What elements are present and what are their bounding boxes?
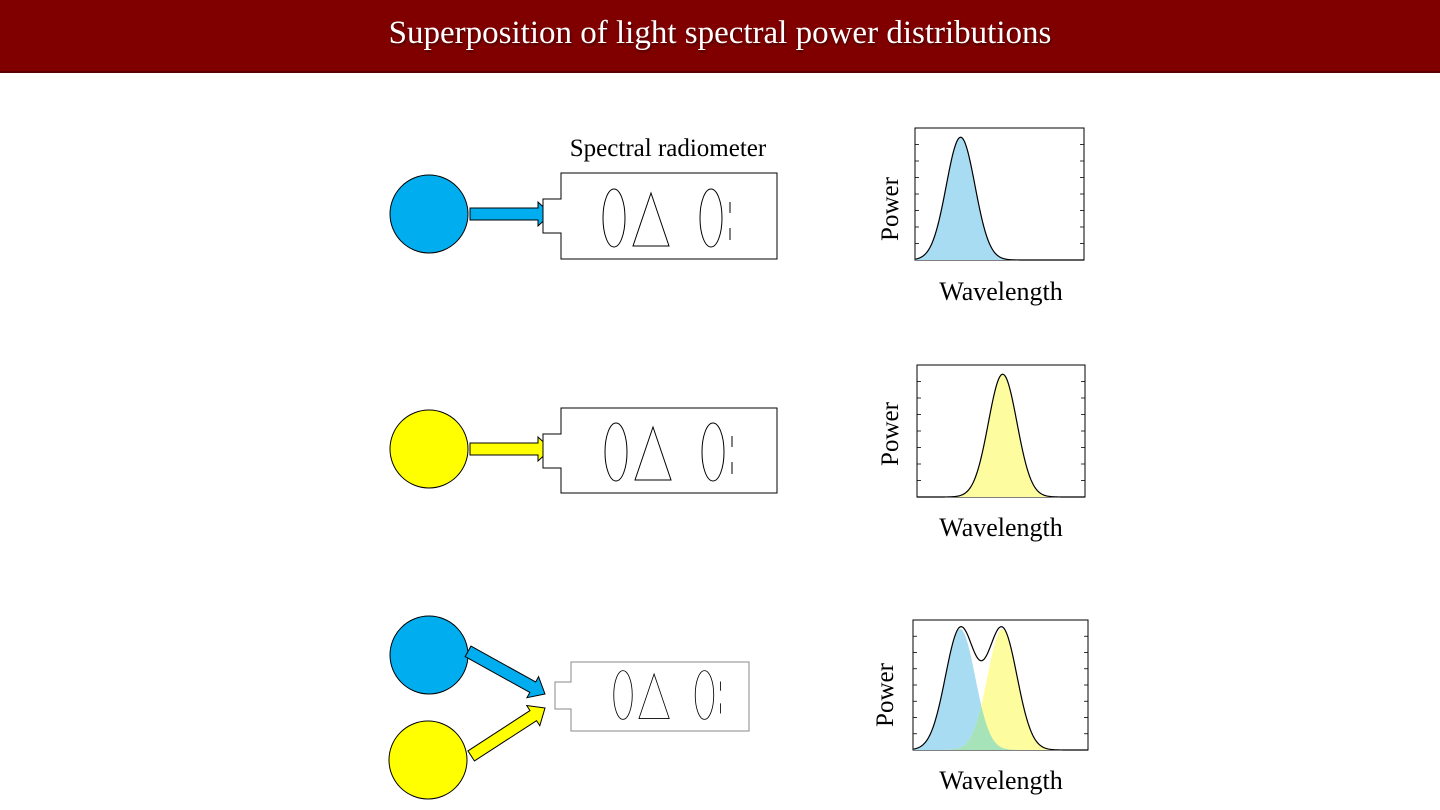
light-source-blue [389,174,469,254]
arrow-yellow [469,435,552,463]
spectrum-chart-yellow: Power Wavelength [877,364,1086,542]
spectrum-curve [914,136,1084,261]
chart-xlabel: Wavelength [939,513,1063,542]
spectrum-area-yellow [917,374,1085,497]
light-source-blue [389,615,469,695]
chart-ylabel: Power [877,176,904,241]
arrow-yellow [467,704,546,762]
instrument-label: Spectral radiometer [570,135,767,162]
spectrum-area-yellow [913,629,1088,750]
light-source-yellow [389,409,469,489]
spectral-radiometer [542,172,778,260]
spectrum-curve [917,373,1085,498]
arrow-blue [469,200,552,228]
spectrum-area-blue [915,137,1084,260]
spectrum-chart-combined: Power Wavelength [872,619,1089,795]
row-combined: Power Wavelength [388,615,1089,800]
spectral-radiometer [554,661,750,732]
row-yellow: Power Wavelength [389,364,1086,542]
arrow-blue [464,645,546,699]
chart-ylabel: Power [872,662,899,727]
chart-xlabel: Wavelength [939,277,1063,306]
page-title: Superposition of light spectral power di… [388,15,1052,51]
spectrum-area-blue [913,629,1088,750]
chart-ylabel: Power [877,401,904,466]
title-bar: Superposition of light spectral power di… [0,0,1440,73]
spectrum-chart-blue: Power Wavelength [877,127,1085,306]
row-blue: Spectral radiometer Power Wavelength [389,127,1085,306]
chart-xlabel: Wavelength [939,766,1063,795]
light-source-yellow [388,720,468,800]
spectral-radiometer [542,407,778,494]
spectrum-curve [912,626,1088,751]
